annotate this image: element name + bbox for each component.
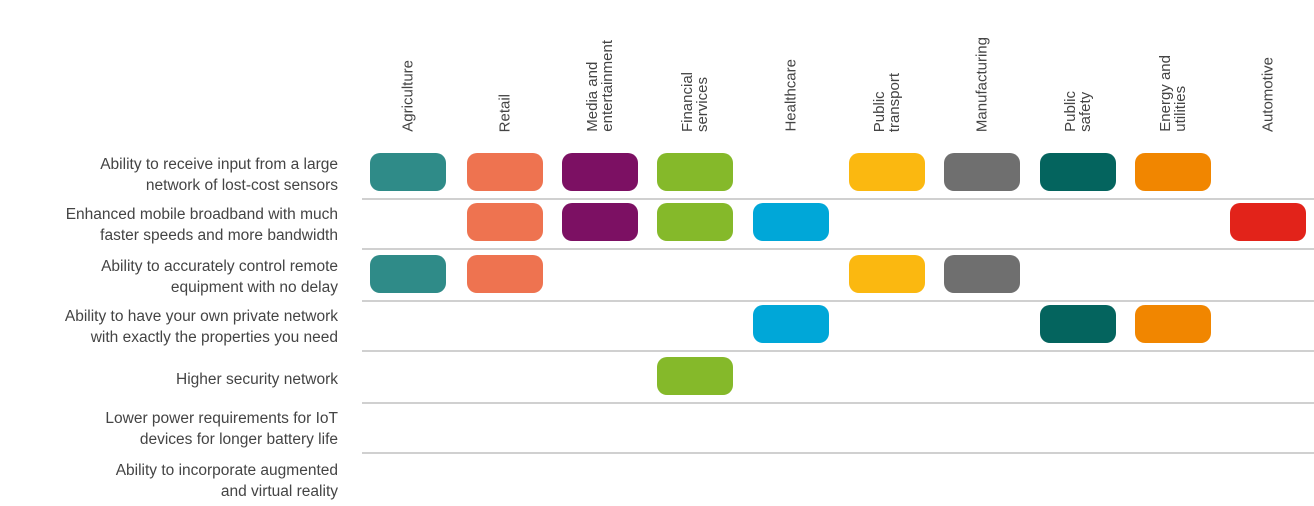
matrix-cell-marker xyxy=(1135,305,1211,343)
matrix-cell-marker xyxy=(1040,305,1116,343)
column-header-label: Media and entertainment xyxy=(584,40,616,132)
row-label: Lower power requirements for IoT devices… xyxy=(105,410,338,448)
column-header-label: Manufacturing xyxy=(973,36,991,132)
matrix-cell-marker xyxy=(467,255,543,293)
column-header: Energy and utilities xyxy=(1133,0,1213,132)
matrix-cell-marker xyxy=(944,255,1020,293)
row-separator xyxy=(362,402,1314,404)
column-header: Manufacturing xyxy=(942,0,1022,132)
row-label: Ability to incorporate augmented and vir… xyxy=(115,462,338,500)
column-header: Agriculture xyxy=(368,0,448,132)
matrix-cell-marker xyxy=(370,153,446,191)
matrix-cell-marker xyxy=(753,203,829,241)
column-header: Retail xyxy=(465,0,545,132)
matrix-cell-marker xyxy=(753,305,829,343)
column-header: Automotive xyxy=(1228,0,1308,132)
column-header-label: Automotive xyxy=(1259,56,1277,132)
matrix-cell-marker xyxy=(562,203,638,241)
row-separator xyxy=(362,452,1314,454)
row-label: Higher security network xyxy=(176,370,338,388)
column-header: Healthcare xyxy=(751,0,831,132)
column-header: Public safety xyxy=(1038,0,1118,132)
column-header-label: Financial services xyxy=(679,71,711,132)
matrix-cell-marker xyxy=(370,255,446,293)
row-label: Ability to have your own private network… xyxy=(64,308,338,346)
column-header: Public transport xyxy=(847,0,927,132)
column-header-label: Energy and utilities xyxy=(1157,55,1189,132)
column-header-label: Healthcare xyxy=(782,59,800,132)
row-separator xyxy=(362,350,1314,352)
matrix-cell-marker xyxy=(849,153,925,191)
row-separator xyxy=(362,300,1314,302)
matrix-cell-marker xyxy=(657,153,733,191)
row-separator xyxy=(362,248,1314,250)
column-header: Financial services xyxy=(655,0,735,132)
matrix-cell-marker xyxy=(849,255,925,293)
column-header-label: Retail xyxy=(496,93,514,132)
matrix-cell-marker xyxy=(944,153,1020,191)
matrix-cell-marker xyxy=(562,153,638,191)
row-label: Ability to receive input from a large ne… xyxy=(100,156,338,194)
matrix-cell-marker xyxy=(1135,153,1211,191)
column-header: Media and entertainment xyxy=(560,0,640,132)
matrix-cell-marker xyxy=(1230,203,1306,241)
row-label: Enhanced mobile broadband with much fast… xyxy=(65,206,338,244)
column-header-label: Public transport xyxy=(871,72,903,132)
column-header-label: Agriculture xyxy=(399,60,417,132)
matrix-cell-marker xyxy=(467,203,543,241)
matrix-cell-marker xyxy=(1040,153,1116,191)
matrix-cell-marker xyxy=(467,153,543,191)
matrix-cell-marker xyxy=(657,357,733,395)
row-separator xyxy=(362,198,1314,200)
column-header-label: Public safety xyxy=(1062,91,1094,132)
row-label: Ability to accurately control remote equ… xyxy=(101,258,338,296)
matrix-cell-marker xyxy=(657,203,733,241)
